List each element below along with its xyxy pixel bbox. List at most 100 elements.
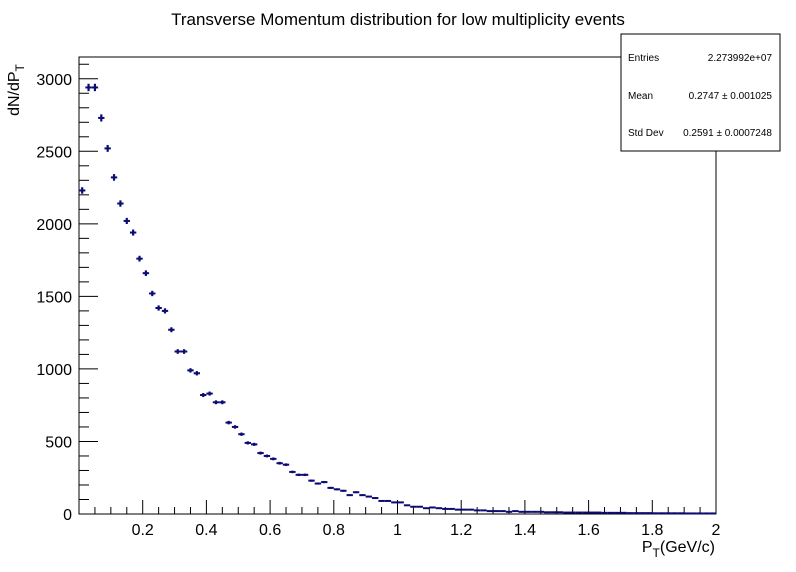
data-point [607, 511, 615, 514]
data-point [467, 508, 474, 511]
data-point [429, 506, 436, 509]
data-point [110, 174, 118, 181]
data-point [219, 400, 226, 405]
data-point [187, 368, 194, 373]
x-axis-title-subscript: T [653, 546, 661, 560]
data-point [569, 511, 576, 514]
data-point [448, 507, 455, 510]
data-point [282, 463, 290, 467]
data-point [690, 512, 697, 515]
data-point [626, 512, 634, 515]
data-point [276, 461, 283, 465]
x-axis-title-p: P [642, 539, 653, 556]
data-point [98, 114, 105, 122]
data-point [397, 501, 404, 504]
data-point [79, 187, 86, 194]
stats-stddev-value: 0.2591 ± 0.0007248 [683, 128, 772, 139]
data-point [231, 425, 239, 429]
data-point [531, 510, 538, 513]
stats-stddev-label: Std Dev [628, 128, 664, 139]
data-point [473, 509, 481, 512]
data-point [155, 305, 162, 311]
y-tick-label: 2500 [36, 144, 72, 161]
data-point [206, 391, 213, 396]
data-point [544, 511, 551, 514]
data-point [633, 512, 640, 515]
data-point [703, 512, 710, 515]
data-point [308, 479, 315, 482]
data-point [684, 512, 691, 515]
data-point [346, 494, 353, 497]
data-point [129, 229, 137, 236]
stats-mean-value: 0.2747 ± 0.001025 [689, 91, 773, 102]
x-tick-label: 1.8 [641, 522, 663, 539]
data-point [499, 510, 506, 513]
y-axis-title: dN/dPT [6, 63, 27, 115]
data-point [410, 505, 417, 508]
data-point [537, 510, 545, 513]
data-point [365, 495, 373, 498]
data-point [161, 308, 169, 314]
data-point [505, 510, 513, 513]
data-point [524, 510, 532, 513]
data-point [658, 512, 666, 515]
y-tick-label: 3000 [36, 72, 72, 89]
y-tick-label: 2000 [36, 217, 72, 234]
x-tick-label: 0.6 [259, 522, 281, 539]
data-point [142, 270, 150, 276]
data-point [435, 507, 443, 510]
x-axis: 0.2 0.4 0.6 0.8 1 1.2 1.4 1.6 1.8 2 [78, 500, 721, 539]
data-point [212, 400, 220, 405]
stats-entries-label: Entries [628, 53, 659, 64]
data-point [391, 501, 398, 504]
data-point [263, 454, 271, 458]
x-axis-title-unit: (GeV/c) [660, 539, 715, 556]
data-point [652, 512, 659, 515]
data-point [493, 510, 500, 513]
data-point [244, 441, 251, 445]
data-point [620, 511, 627, 514]
stats-mean-label: Mean [628, 91, 653, 102]
data-point [193, 371, 201, 376]
data-point [384, 499, 392, 502]
data-points [79, 83, 716, 515]
x-tick-label: 1.6 [577, 522, 599, 539]
data-point [180, 349, 188, 354]
y-tick-label: 500 [45, 434, 72, 451]
data-point [295, 473, 302, 477]
data-point [563, 511, 570, 514]
data-point [85, 83, 92, 92]
y-tick-label: 1500 [36, 289, 72, 306]
data-point [639, 512, 646, 515]
data-point [333, 488, 341, 491]
x-tick-label: 0.8 [323, 522, 345, 539]
data-point [550, 511, 557, 514]
data-point [614, 511, 621, 514]
data-point [461, 508, 468, 511]
data-point [645, 512, 653, 515]
y-tick-label: 0 [63, 507, 72, 524]
stats-entries-value: 2.273992e+07 [708, 53, 773, 64]
data-point [709, 512, 716, 515]
data-point [378, 499, 385, 502]
data-point [575, 511, 583, 514]
x-tick-label: 1 [393, 522, 402, 539]
data-point [340, 489, 347, 492]
y-tick-label: 1000 [36, 362, 72, 379]
data-point [123, 217, 130, 225]
x-tick-label: 0.2 [132, 522, 154, 539]
data-point [321, 480, 328, 484]
y-axis: 0 500 1000 1500 2000 2500 3000 [36, 63, 98, 524]
data-point [174, 349, 181, 354]
x-axis-title: PT(GeV/c) [642, 539, 715, 560]
data-point [352, 491, 360, 494]
chart-title: Transverse Momentum distribution for low… [171, 10, 625, 29]
data-point [200, 393, 207, 398]
data-point [314, 482, 322, 485]
data-point [301, 473, 309, 477]
data-point [665, 512, 672, 515]
data-point [486, 510, 494, 513]
data-point [677, 512, 685, 515]
data-point [594, 511, 602, 514]
data-point [168, 327, 175, 333]
